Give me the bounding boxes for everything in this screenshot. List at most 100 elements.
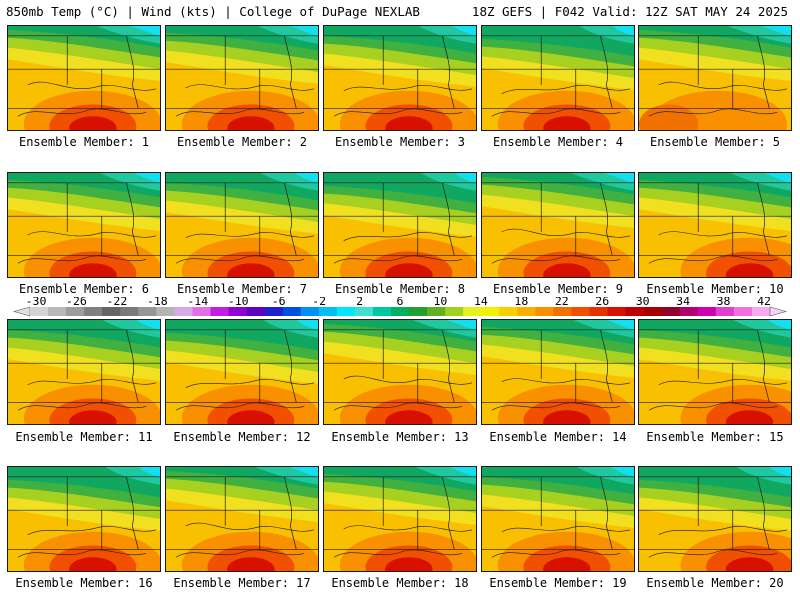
member-label-13: Ensemble Member: 13 [331,430,469,444]
member-map-8 [323,172,477,278]
temperature-colorbar: -30 -26 -22 -18 -14 -10 -6 -2 2 6 10 14 18 22 26 30 34 38… [12,297,788,317]
member-map-20 [638,466,792,572]
member-map-7 [165,172,319,278]
colorbar-swatch [300,307,320,316]
colorbar-swatch [318,307,338,316]
colorbar-swatch [499,307,518,316]
header-title: 850mb Temp (°C) | Wind (kts) | College o… [6,4,420,19]
member-label-18: Ensemble Member: 18 [331,576,469,590]
colorbar-tick-label: -30 [26,297,47,308]
colorbar-tick-label: 34 [676,297,690,308]
colorbar-swatch [715,307,735,316]
member-label-4: Ensemble Member: 4 [492,135,624,149]
colorbar-tick-label: -26 [66,297,87,308]
member-map-18 [323,466,477,572]
member-map-3 [323,25,477,131]
member-label-1: Ensemble Member: 1 [18,135,150,149]
colorbar-swatch [156,307,175,316]
member-map-2 [165,25,319,131]
member-map-17 [165,466,319,572]
member-label-15: Ensemble Member: 15 [646,430,784,444]
colorbar-tick-label: 10 [434,297,448,308]
member-label-14: Ensemble Member: 14 [489,430,627,444]
member-map-19 [481,466,635,572]
member-label-12: Ensemble Member: 12 [173,430,311,444]
colorbar-tick-label: 14 [474,297,488,308]
colorbar-swatch [607,307,627,316]
colorbar-swatch [282,307,302,316]
colorbar-swatch [372,307,392,316]
colorbar-tick-label: -22 [106,297,127,308]
colorbar-swatch [120,307,139,316]
colorbar-swatch [625,307,645,316]
colorbar-swatch [553,307,572,316]
colorbar-swatch [48,307,67,316]
colorbar-swatch [84,307,103,316]
colorbar-swatch [390,307,410,316]
member-label-16: Ensemble Member: 16 [15,576,153,590]
colorbar-swatch [481,307,500,316]
colorbar-swatch [517,307,536,316]
member-map-12 [165,319,319,425]
member-map-16 [7,466,161,572]
colorbar-tick-label: -14 [187,297,208,308]
member-label-19: Ensemble Member: 19 [489,576,627,590]
colorbar-tick-label: -10 [228,297,249,308]
colorbar-swatch [733,307,753,316]
colorbar-swatch [264,307,284,316]
colorbar-swatch [445,307,464,316]
colorbar-swatch [336,307,356,316]
colorbar-swatch [210,307,229,316]
member-map-4 [481,25,635,131]
colorbar-swatch [138,307,157,316]
colorbar-swatch [751,307,771,316]
member-label-9: Ensemble Member: 9 [492,282,624,296]
member-map-10 [638,172,792,278]
member-map-13 [323,319,477,425]
colorbar-swatch [66,307,85,316]
colorbar-swatch [427,307,446,316]
member-label-8: Ensemble Member: 8 [334,282,466,296]
colorbar-swatch [102,307,121,316]
member-map-6 [7,172,161,278]
member-map-15 [638,319,792,425]
colorbar-tick-label: -6 [272,297,286,308]
colorbar-swatch [409,307,428,316]
member-label-17: Ensemble Member: 17 [173,576,311,590]
colorbar-swatch [697,307,717,316]
colorbar-swatch [463,307,482,316]
member-label-2: Ensemble Member: 2 [176,135,308,149]
member-map-11 [7,319,161,425]
colorbar-swatch [30,307,49,316]
colorbar-tick-label: 6 [397,297,404,308]
member-label-11: Ensemble Member: 11 [15,430,153,444]
member-map-9 [481,172,635,278]
colorbar-swatch [174,307,193,316]
header-run-info: 18Z GEFS | F042 Valid: 12Z SAT MAY 24 20… [471,4,788,19]
member-label-20: Ensemble Member: 20 [646,576,784,590]
colorbar-tick-label: -2 [312,297,326,308]
colorbar-tick-label: 42 [757,297,771,308]
colorbar-tick-label: 26 [595,297,609,308]
member-label-6: Ensemble Member: 6 [18,282,150,296]
member-map-1 [7,25,161,131]
colorbar-tick-label: 30 [636,297,650,308]
member-label-3: Ensemble Member: 3 [334,135,466,149]
colorbar-swatch [571,307,590,316]
colorbar-min-arrow [12,306,31,317]
colorbar-tick-label: 18 [514,297,528,308]
colorbar-tick-label: 22 [555,297,569,308]
colorbar-swatch [535,307,554,316]
member-label-5: Ensemble Member: 5 [649,135,781,149]
colorbar-tick-label: 2 [356,297,363,308]
colorbar-swatch [679,307,699,316]
colorbar-max-arrow [769,306,788,317]
colorbar-tick-label: -18 [147,297,168,308]
colorbar-swatch [589,307,608,316]
colorbar-swatch [228,307,247,316]
member-label-7: Ensemble Member: 7 [176,282,308,296]
colorbar-swatch [643,307,663,316]
colorbar-swatch [354,307,374,316]
colorbar-tick-label: 38 [717,297,731,308]
colorbar-swatch [246,307,266,316]
